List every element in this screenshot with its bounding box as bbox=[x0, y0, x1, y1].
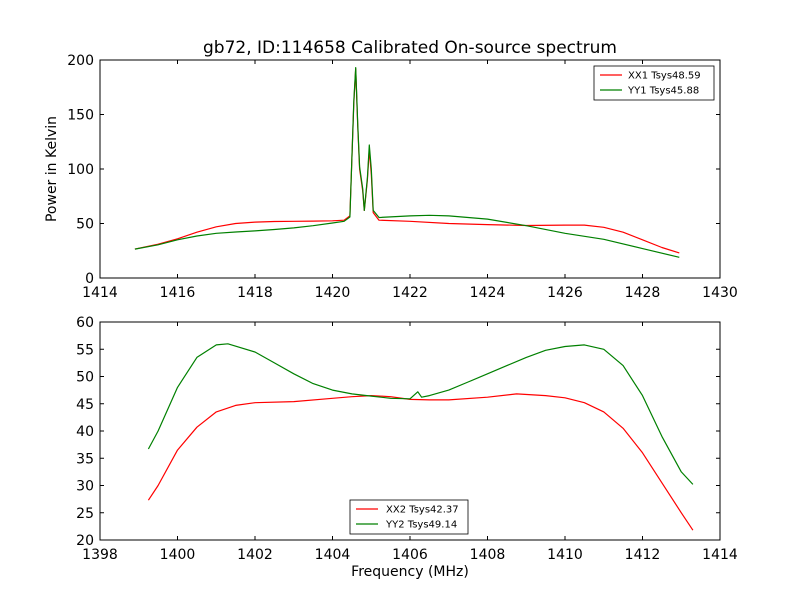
bottom-series-line-1 bbox=[147, 393, 694, 531]
bottom-y-tick-label: 45 bbox=[76, 397, 94, 413]
bottom-y-tick-label: 30 bbox=[76, 479, 94, 495]
top-x-tick-label: 1418 bbox=[237, 285, 273, 301]
bottom-x-tick-label: 1402 bbox=[237, 547, 273, 563]
top-y-tick-label: 100 bbox=[67, 162, 94, 178]
top-x-tick-label: 1420 bbox=[315, 285, 351, 301]
bottom-legend-box bbox=[349, 499, 469, 535]
legend-label-yy1: YY1 Tsys45.88 bbox=[627, 86, 699, 97]
bottom-y-tick-label: 60 bbox=[76, 315, 94, 331]
chart-title: gb72, ID:114658 Calibrated On-source spe… bbox=[203, 38, 617, 58]
top-x-tick-label: 1416 bbox=[160, 285, 196, 301]
top-series-lines bbox=[134, 67, 680, 258]
bottom-x-tick-label: 1400 bbox=[160, 547, 196, 563]
bottom-y-tick-label: 50 bbox=[76, 370, 94, 386]
bottom-series-lines bbox=[147, 343, 694, 531]
top-series-line-2 bbox=[134, 67, 680, 258]
bottom-x-tick-label: 1398 bbox=[82, 547, 118, 563]
bottom-y-tick-label: 35 bbox=[76, 451, 94, 467]
top-y-tick-label: 0 bbox=[85, 271, 94, 287]
bottom-x-tick-label: 1412 bbox=[625, 547, 661, 563]
legend-label-xx1: XX1 Tsys48.59 bbox=[628, 71, 701, 82]
bottom-y-tick-label: 55 bbox=[76, 342, 94, 358]
bottom-panel: 1398 1400 1402 1404 1406 1408 1410 1412 1414 20 25… bbox=[76, 315, 738, 580]
bottom-x-tick-label: 1406 bbox=[392, 547, 428, 563]
bottom-y-tick-label: 25 bbox=[76, 506, 94, 522]
bottom-y-tick-label: 20 bbox=[76, 533, 94, 549]
top-panel: 1414 1416 1418 1420 1422 1424 1426 1428 1430 0 50 1… bbox=[44, 53, 738, 301]
bottom-x-tick-label: 1414 bbox=[702, 547, 738, 563]
top-x-tick-label: 1426 bbox=[547, 285, 583, 301]
top-legend: XX1 Tsys48.59 YY1 Tsys45.88 bbox=[593, 65, 715, 101]
bottom-ticks: 1398 1400 1402 1404 1406 1408 1410 1412 1414 20 25… bbox=[76, 315, 738, 563]
bottom-y-tick-label: 40 bbox=[76, 424, 94, 440]
top-y-tick-label: 150 bbox=[67, 108, 94, 124]
legend-label-yy2: YY2 Tsys49.14 bbox=[385, 520, 457, 531]
bottom-x-tick-label: 1408 bbox=[470, 547, 506, 563]
top-x-tick-label: 1414 bbox=[82, 285, 118, 301]
legend-label-xx2: XX2 Tsys42.37 bbox=[386, 505, 459, 516]
bottom-x-tick-label: 1410 bbox=[547, 547, 583, 563]
top-y-tick-label: 50 bbox=[76, 217, 94, 233]
bottom-legend: XX2 Tsys42.37 YY2 Tsys49.14 bbox=[349, 499, 469, 535]
top-y-axis-label: Power in Kelvin bbox=[44, 116, 60, 222]
top-ticks: 1414 1416 1418 1420 1422 1424 1426 1428 1430 0 50 1… bbox=[67, 53, 738, 301]
top-legend-box bbox=[593, 65, 715, 101]
top-x-tick-label: 1428 bbox=[625, 285, 661, 301]
top-x-tick-label: 1430 bbox=[702, 285, 738, 301]
x-axis-label: Frequency (MHz) bbox=[351, 564, 469, 580]
bottom-series-line-2 bbox=[147, 343, 694, 485]
top-y-tick-label: 200 bbox=[67, 53, 94, 69]
top-x-tick-label: 1424 bbox=[470, 285, 506, 301]
top-x-tick-label: 1422 bbox=[392, 285, 428, 301]
bottom-x-tick-label: 1404 bbox=[315, 547, 351, 563]
